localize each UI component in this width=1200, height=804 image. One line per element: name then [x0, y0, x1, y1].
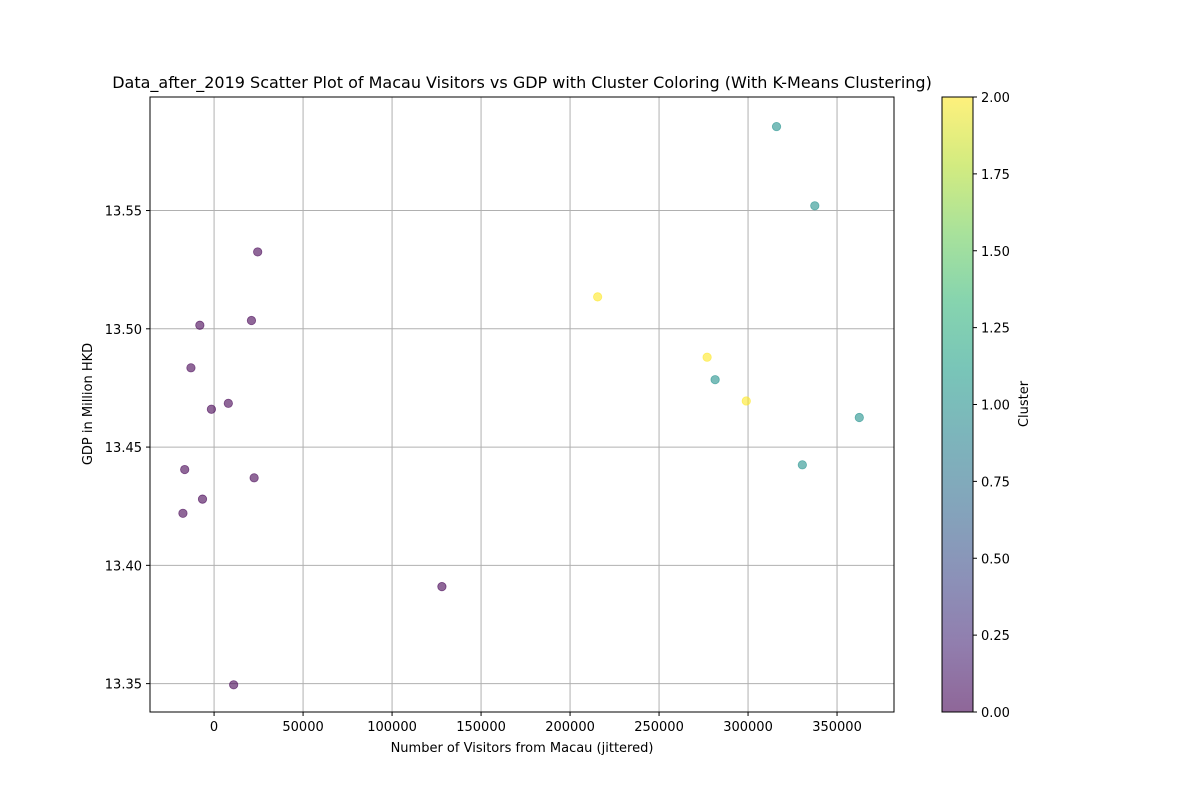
colorbar-gradient [942, 97, 973, 712]
data-point [810, 201, 820, 211]
x-tick-label: 50000 [282, 720, 323, 735]
colorbar-tick-label: 2.00 [981, 91, 1010, 106]
colorbar-tick-label: 1.75 [981, 168, 1010, 183]
x-tick-label: 0 [210, 720, 218, 735]
colorbar-tick-label: 0.75 [981, 475, 1010, 490]
x-tick-label: 100000 [367, 720, 417, 735]
colorbar-tick-label: 1.50 [981, 245, 1010, 260]
x-axis: 0 50000 100000 150000 200000 250000 300000 3500… [210, 712, 862, 735]
y-axis-label: GDP in Million HKD [81, 343, 96, 465]
data-points [178, 121, 864, 690]
x-tick-label: 200000 [545, 720, 595, 735]
data-point [437, 582, 447, 592]
data-point [180, 464, 190, 475]
data-point [253, 247, 263, 257]
data-point [593, 292, 603, 302]
x-tick-label: 150000 [456, 720, 506, 735]
plot-area-frame [149, 96, 895, 713]
data-point [206, 404, 217, 414]
x-tick-label: 350000 [812, 720, 862, 735]
colorbar-tick-label: 1.00 [981, 399, 1010, 414]
y-tick-label: 13.45 [105, 441, 142, 456]
colorbar-label: Cluster [1017, 380, 1032, 427]
y-tick-label: 13.35 [105, 678, 142, 693]
data-point [710, 375, 720, 385]
data-point [741, 396, 751, 406]
data-point [229, 680, 239, 690]
colorbar-tick-label: 0.50 [981, 552, 1010, 567]
data-point [702, 352, 712, 362]
chart-title: Data_after_2019 Scatter Plot of Macau Vi… [112, 73, 932, 93]
data-point [854, 412, 864, 423]
data-point [195, 320, 205, 330]
y-tick-label: 13.50 [105, 323, 142, 338]
data-point [797, 460, 807, 470]
colorbar-tick-label: 0.00 [981, 706, 1010, 721]
colorbar: 0.00 0.25 0.50 0.75 1.00 1.25 1.50 1.75 2.00 Clu… [941, 91, 1032, 721]
x-tick-label: 250000 [634, 720, 684, 735]
colorbar-ticks: 0.00 0.25 0.50 0.75 1.00 1.25 1.50 1.75 2.00 [973, 91, 1010, 721]
x-tick-label: 300000 [723, 720, 773, 735]
y-tick-label: 13.40 [105, 559, 142, 574]
data-point [771, 121, 782, 132]
grid [150, 97, 894, 712]
data-point [223, 398, 233, 408]
y-axis: 13.35 13.40 13.45 13.50 13.55 [105, 205, 150, 693]
data-point [186, 363, 196, 373]
y-tick-label: 13.55 [105, 205, 142, 220]
x-axis-label: Number of Visitors from Macau (jittered) [391, 741, 654, 756]
data-point [178, 508, 188, 518]
data-point [249, 473, 259, 483]
data-point [197, 494, 208, 504]
colorbar-tick-label: 0.25 [981, 629, 1010, 644]
colorbar-tick-label: 1.25 [981, 322, 1010, 337]
data-point [246, 315, 257, 326]
